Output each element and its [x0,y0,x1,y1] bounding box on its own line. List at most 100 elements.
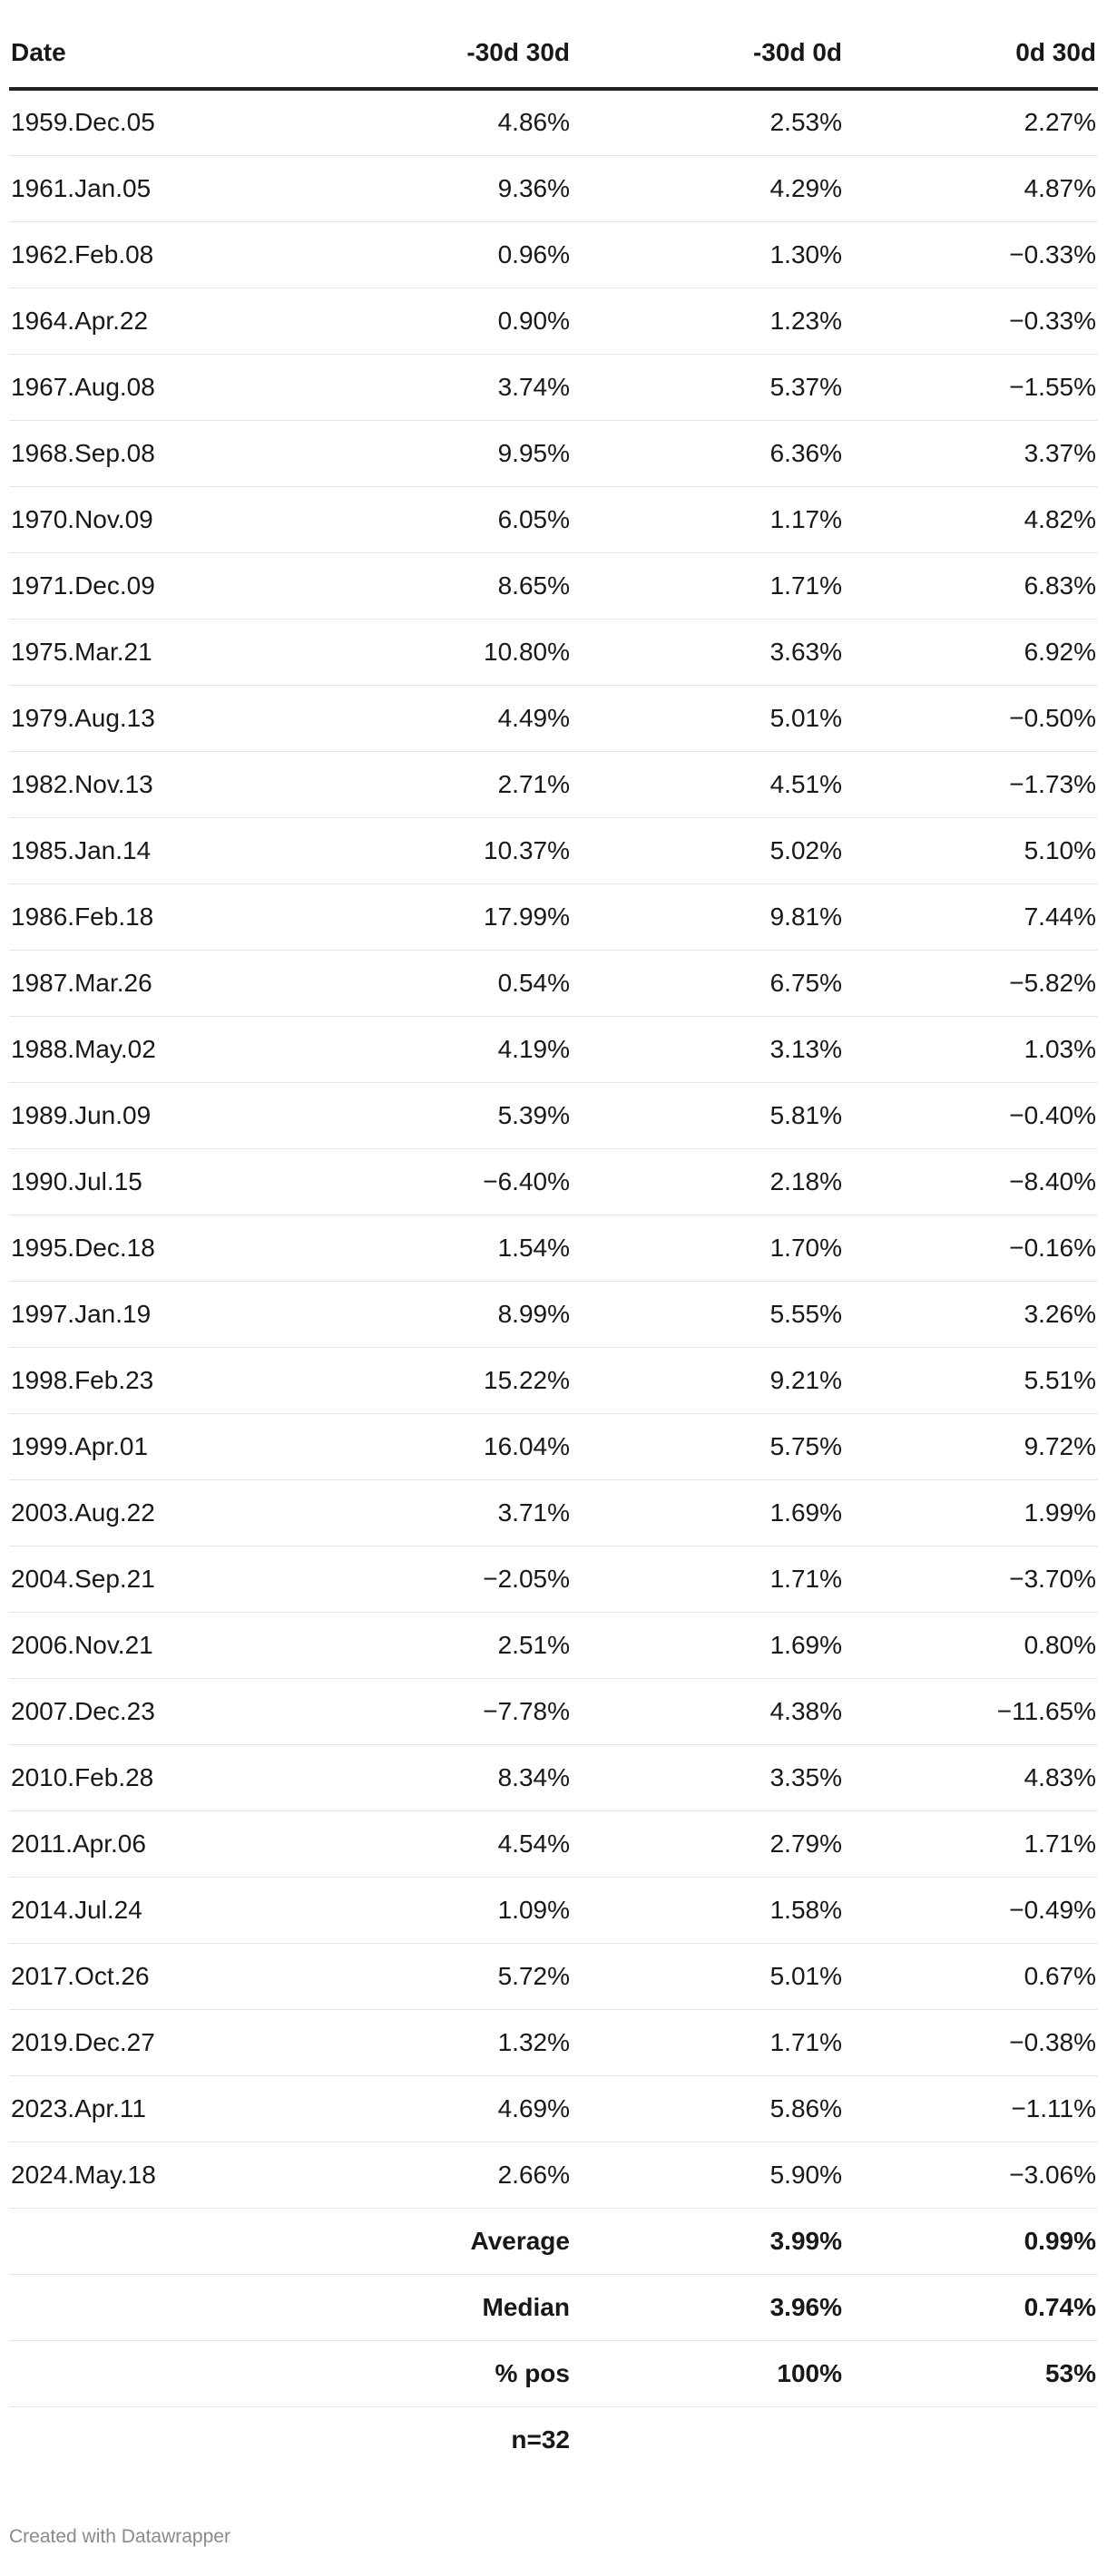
date-cell: 2007.Dec.23 [9,1678,299,1745]
minus30d-0d-cell: 1.23% [572,288,844,355]
minus30d-0d-cell: 5.55% [572,1281,844,1348]
date-cell: 1989.Jun.09 [9,1082,299,1149]
table-row: 1990.Jul.15 −6.40% 2.18% −8.40% [9,1148,1098,1215]
0d-30d-cell: 53% [844,2340,1098,2407]
0d-30d-cell: −8.40% [844,1148,1098,1215]
0d-30d-cell: 0.99% [844,2208,1098,2275]
0d-30d-cell: 6.92% [844,619,1098,686]
0d-30d-cell: −0.49% [844,1877,1098,1944]
minus30d-0d-cell: 5.90% [572,2142,844,2209]
table-body: 1959.Dec.05 4.86% 2.53% 2.27% 1961.Jan.05 9.3… [9,89,1098,2473]
minus30d-0d-cell: 2.53% [572,89,844,156]
table-row: 2003.Aug.22 3.71% 1.69% 1.99% [9,1479,1098,1547]
table-row: 2010.Feb.28 8.34% 3.35% 4.83% [9,1744,1098,1811]
table-row: 1970.Nov.09 6.05% 1.17% 4.82% [9,486,1098,553]
0d-30d-cell: −0.50% [844,685,1098,752]
minus30d-0d-cell [572,2406,844,2473]
table-row: 1967.Aug.08 3.74% 5.37% −1.55% [9,354,1098,421]
date-cell: 1970.Nov.09 [9,486,299,553]
minus30d-0d-cell: 1.71% [572,1546,844,1613]
minus30d-30d-cell: 8.34% [299,1744,572,1811]
column-header-date: Date [9,18,299,91]
minus30d-0d-cell: 6.75% [572,950,844,1017]
minus30d-0d-cell: 5.01% [572,685,844,752]
date-cell: 1979.Aug.13 [9,685,299,752]
0d-30d-cell: −1.73% [844,751,1098,818]
minus30d-30d-cell: 3.74% [299,354,572,421]
minus30d-0d-cell: 5.81% [572,1082,844,1149]
date-cell: 2024.May.18 [9,2142,299,2209]
minus30d-30d-cell: 0.96% [299,221,572,288]
minus30d-30d-cell: 1.32% [299,2009,572,2076]
table-row: 2023.Apr.11 4.69% 5.86% −1.11% [9,2075,1098,2142]
table-row: 2004.Sep.21 −2.05% 1.71% −3.70% [9,1546,1098,1613]
date-cell: 2004.Sep.21 [9,1546,299,1613]
minus30d-0d-cell: 1.71% [572,2009,844,2076]
table-row: 2011.Apr.06 4.54% 2.79% 1.71% [9,1810,1098,1878]
date-cell [9,2208,299,2275]
minus30d-0d-cell: 6.36% [572,420,844,487]
0d-30d-cell: 1.03% [844,1016,1098,1083]
minus30d-0d-cell: 5.02% [572,817,844,884]
date-cell: 1990.Jul.15 [9,1148,299,1215]
table-row: 1979.Aug.13 4.49% 5.01% −0.50% [9,685,1098,752]
0d-30d-cell: 3.37% [844,420,1098,487]
date-cell [9,2274,299,2341]
minus30d-30d-cell: 8.99% [299,1281,572,1348]
table-header: Date -30d 30d -30d 0d 0d 30d [9,18,1098,91]
date-cell: 1959.Dec.05 [9,89,299,156]
minus30d-30d-cell: 10.37% [299,817,572,884]
datawrapper-credit: Created with Datawrapper [9,2526,230,2547]
minus30d-0d-cell: 3.35% [572,1744,844,1811]
minus30d-30d-cell: 1.54% [299,1215,572,1282]
0d-30d-cell: 0.80% [844,1612,1098,1679]
column-header-minus30d-0d: -30d 0d [572,18,844,91]
minus30d-30d-cell: 0.90% [299,288,572,355]
0d-30d-cell: 4.87% [844,155,1098,222]
minus30d-30d-cell: −2.05% [299,1546,572,1613]
summary-row-count: n=32 [9,2406,1098,2473]
minus30d-0d-cell: 1.69% [572,1612,844,1679]
table-row: 2017.Oct.26 5.72% 5.01% 0.67% [9,1943,1098,2010]
minus30d-0d-cell: 1.71% [572,552,844,620]
minus30d-30d-cell: 2.51% [299,1612,572,1679]
minus30d-30d-cell: −7.78% [299,1678,572,1745]
header-row: Date -30d 30d -30d 0d 0d 30d [9,18,1098,91]
date-cell: 2006.Nov.21 [9,1612,299,1679]
minus30d-0d-cell: 2.18% [572,1148,844,1215]
minus30d-30d-cell: 4.69% [299,2075,572,2142]
0d-30d-cell: 5.51% [844,1347,1098,1414]
0d-30d-cell: 5.10% [844,817,1098,884]
0d-30d-cell: −1.55% [844,354,1098,421]
date-cell [9,2340,299,2407]
0d-30d-cell: −0.40% [844,1082,1098,1149]
0d-30d-cell: −0.33% [844,288,1098,355]
0d-30d-cell: 9.72% [844,1413,1098,1480]
0d-30d-cell: −3.06% [844,2142,1098,2209]
0d-30d-cell: −0.38% [844,2009,1098,2076]
summary-label-cell: Median [299,2274,572,2341]
table-row: 2006.Nov.21 2.51% 1.69% 0.80% [9,1612,1098,1679]
minus30d-0d-cell: 9.81% [572,883,844,951]
minus30d-0d-cell: 5.86% [572,2075,844,2142]
minus30d-0d-cell: 1.70% [572,1215,844,1282]
0d-30d-cell: −5.82% [844,950,1098,1017]
date-cell: 2011.Apr.06 [9,1810,299,1878]
table-row: 1968.Sep.08 9.95% 6.36% 3.37% [9,420,1098,487]
minus30d-30d-cell: 6.05% [299,486,572,553]
date-cell: 1964.Apr.22 [9,288,299,355]
table-row: 1986.Feb.18 17.99% 9.81% 7.44% [9,883,1098,951]
0d-30d-cell: 4.83% [844,1744,1098,1811]
date-cell: 1962.Feb.08 [9,221,299,288]
summary-row-average: Average 3.99% 0.99% [9,2208,1098,2275]
date-cell: 1968.Sep.08 [9,420,299,487]
0d-30d-cell: 0.67% [844,1943,1098,2010]
minus30d-30d-cell: 4.54% [299,1810,572,1878]
minus30d-30d-cell: 8.65% [299,552,572,620]
date-cell: 2017.Oct.26 [9,1943,299,2010]
minus30d-30d-cell: 10.80% [299,619,572,686]
table-row: 2019.Dec.27 1.32% 1.71% −0.38% [9,2009,1098,2076]
minus30d-0d-cell: 2.79% [572,1810,844,1878]
minus30d-0d-cell: 1.58% [572,1877,844,1944]
summary-label-cell: n=32 [511,2425,570,2454]
